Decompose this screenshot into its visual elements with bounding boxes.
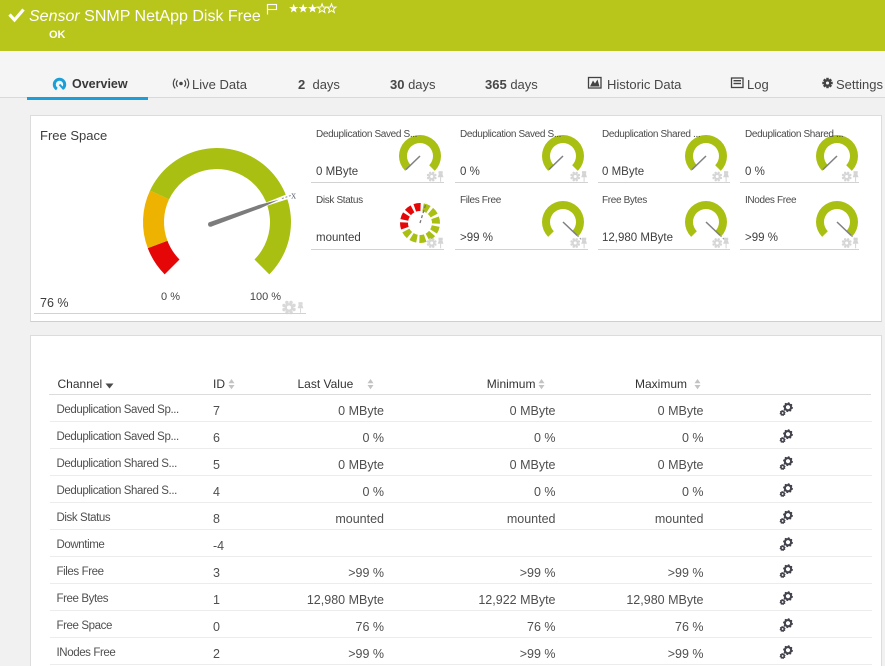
svg-text:x: x bbox=[291, 191, 296, 202]
